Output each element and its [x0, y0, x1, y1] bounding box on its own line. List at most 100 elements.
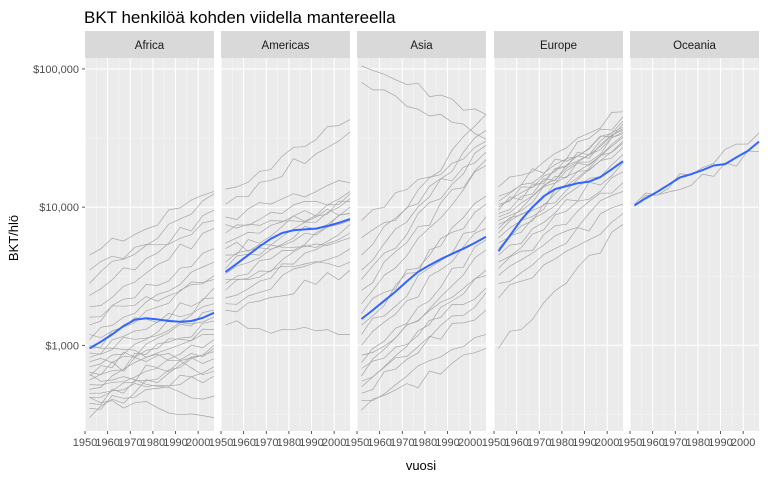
x-tick-label: 2000 [731, 437, 755, 449]
country-line [498, 129, 624, 214]
country-line [225, 191, 351, 234]
country-line [498, 131, 624, 218]
country-line [361, 130, 487, 271]
country-line [498, 128, 624, 211]
facet-strip [630, 31, 759, 58]
x-tick-label: 1960 [95, 437, 119, 449]
country-line [89, 209, 215, 296]
x-tick-label: 1980 [550, 437, 574, 449]
country-line [89, 220, 215, 271]
country-line [361, 195, 487, 326]
facet-strip-label: Europe [540, 40, 577, 52]
country-line [361, 239, 487, 363]
country-line [89, 303, 215, 339]
country-line [361, 309, 487, 382]
country-line [225, 206, 351, 274]
country-line [89, 328, 215, 390]
country-line [225, 131, 351, 205]
x-tick-label: 1990 [163, 437, 187, 449]
x-tick-label: 1970 [663, 437, 687, 449]
x-tick-label: 1950 [73, 437, 97, 449]
country-line [89, 373, 215, 400]
country-line [361, 114, 487, 256]
country-line [361, 159, 487, 291]
country-line [89, 334, 215, 363]
country-line [225, 237, 351, 252]
x-tick-label: 1970 [390, 437, 414, 449]
trend-line [633, 140, 760, 207]
x-tick-label: 1960 [504, 437, 528, 449]
y-tick-label: $10,000 [39, 202, 79, 214]
country-line [361, 292, 487, 394]
country-line [225, 261, 351, 280]
country-line [225, 224, 351, 291]
x-tick-label: 1990 [299, 437, 323, 449]
x-tick-label: 1950 [482, 437, 506, 449]
country-line [89, 279, 215, 318]
facet-strip [357, 31, 486, 58]
country-line [225, 232, 351, 299]
country-line [89, 261, 215, 340]
x-tick-label: 1980 [141, 437, 165, 449]
country-line [225, 200, 351, 244]
trend-line [497, 160, 624, 252]
x-tick-label: 2000 [458, 437, 482, 449]
country-line [498, 203, 624, 284]
x-tick-label: 1950 [345, 437, 369, 449]
facet-strip-label: Asia [410, 40, 433, 52]
country-line [498, 224, 624, 349]
x-tick-label: 1990 [435, 437, 459, 449]
x-tick-label: 1960 [367, 437, 391, 449]
country-line [89, 339, 215, 398]
country-line [225, 320, 351, 335]
country-line [89, 344, 215, 376]
country-line [89, 316, 215, 355]
country-line [225, 208, 351, 229]
country-line [361, 145, 487, 280]
x-tick-label: 1990 [572, 437, 596, 449]
x-tick-label: 1950 [618, 437, 642, 449]
x-tick-label: 1960 [640, 437, 664, 449]
x-tick-label: 1970 [527, 437, 551, 449]
country-line [361, 228, 487, 346]
country-line [89, 191, 215, 256]
country-line [89, 397, 215, 418]
country-line [498, 111, 624, 188]
facet-strip [494, 31, 623, 58]
trend-line [88, 311, 215, 350]
country-line [498, 171, 624, 263]
country-line [361, 151, 487, 239]
country-line [361, 216, 487, 335]
country-line [89, 275, 215, 349]
country-line [498, 213, 624, 299]
x-tick-label: 1990 [708, 437, 732, 449]
country-line [498, 147, 624, 244]
x-tick-label: 1980 [686, 437, 710, 449]
x-tick-label: 1980 [277, 437, 301, 449]
country-line [89, 348, 215, 376]
country-line [89, 228, 215, 308]
y-tick-label: $100,000 [33, 64, 79, 76]
x-tick-label: 1960 [231, 437, 255, 449]
x-tick-label: 1970 [118, 437, 142, 449]
y-axis: $1,000 $10,000 $100,000 [33, 64, 85, 352]
x-tick-label: 2000 [595, 437, 619, 449]
facet-strip-label: Oceania [673, 40, 716, 52]
country-line [498, 126, 624, 208]
country-line [498, 137, 624, 229]
country-line [225, 269, 351, 313]
facet-strip [221, 31, 350, 58]
country-line [89, 375, 215, 394]
x-axis-title: vuosi [406, 458, 436, 473]
country-line [361, 140, 487, 221]
country-line [361, 334, 487, 401]
country-line [361, 65, 487, 115]
country-line [361, 348, 487, 411]
facet-panels: Africa195019601970198019902000Americas19… [73, 31, 760, 449]
country-line [225, 119, 351, 190]
